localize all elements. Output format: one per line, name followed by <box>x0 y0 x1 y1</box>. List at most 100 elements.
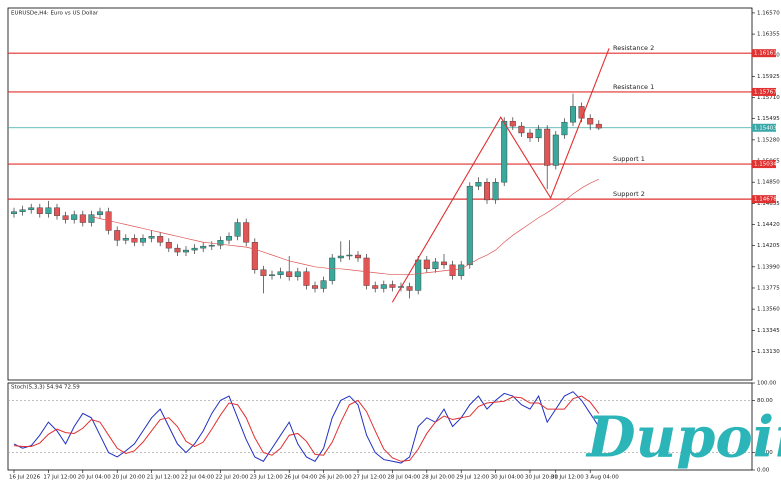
candle-body <box>269 274 276 276</box>
candle-body <box>380 284 387 289</box>
candle-body <box>157 236 164 243</box>
candle-body <box>122 238 129 241</box>
candle-body <box>466 185 473 266</box>
candle-body <box>182 249 189 253</box>
candle-body <box>165 242 172 249</box>
level-price-label: 1.15767 <box>754 89 777 95</box>
candle-body <box>406 286 413 291</box>
candle-body <box>389 284 396 288</box>
y-tick-label: 1.14205 <box>757 243 780 249</box>
x-tick-label: 28 Jul 04:00 <box>387 475 420 481</box>
candle-body <box>243 222 250 243</box>
level-price-label: 1.14678 <box>754 197 777 203</box>
y-tick-label: 20.00 <box>757 450 773 456</box>
x-tick-label: 21 Jul 12:00 <box>147 475 180 481</box>
candle-body <box>501 120 508 183</box>
y-tick-label: 1.15925 <box>757 74 780 80</box>
candle-body <box>337 255 344 259</box>
candle-body <box>303 271 310 286</box>
candle-body <box>458 264 465 276</box>
watermark: Dupoin <box>585 405 781 471</box>
x-tick-label: 31 Jul 12:00 <box>551 475 584 481</box>
x-tick-label: 28 Jul 20:00 <box>422 475 455 481</box>
y-tick-label: 100.00 <box>757 381 777 387</box>
x-tick-label: 22 Jul 04:00 <box>181 475 214 481</box>
stoch-title: Stoch(5,3,3) 54.94 72.59 <box>11 385 80 391</box>
candle-body <box>28 207 35 210</box>
candle-body <box>312 285 319 289</box>
candle-body <box>346 254 353 257</box>
candle-body <box>423 259 430 269</box>
x-tick-label: 3 Aug 04:00 <box>585 475 619 481</box>
candle-body <box>595 123 602 129</box>
level-price-label: 1.15034 <box>754 162 777 168</box>
candle-body <box>217 240 224 246</box>
y-tick-label: 1.13560 <box>757 307 780 313</box>
x-tick-label: 17 Jul 12:00 <box>43 475 76 481</box>
candle-body <box>570 106 577 123</box>
candle-body <box>114 230 121 241</box>
y-tick-label: 80.00 <box>757 398 773 404</box>
candle-body <box>527 132 534 139</box>
candle-body <box>79 214 86 223</box>
candle-body <box>355 254 362 259</box>
y-tick-label: 1.13990 <box>757 264 780 270</box>
y-tick-label: 1.13130 <box>757 349 780 355</box>
x-tick-label: 26 Jul 20:00 <box>319 475 352 481</box>
candle-body <box>251 242 258 270</box>
candle-body <box>45 207 52 214</box>
candle-body <box>208 244 215 247</box>
candle-body <box>131 238 138 243</box>
y-tick-label: 0.00 <box>757 468 770 474</box>
level-price-box <box>752 160 776 169</box>
level-name: Support 2 <box>613 190 645 198</box>
stoch-line <box>13 395 600 462</box>
candle-body <box>484 181 491 201</box>
chart-title: EURUSDe,H4: Euro vs US Dollar <box>11 11 99 17</box>
y-tick-label: 1.15710 <box>757 95 780 101</box>
candle-body <box>518 125 525 134</box>
stoch-line <box>13 391 600 464</box>
candle-body <box>492 181 499 201</box>
candle-body <box>277 271 284 275</box>
level-price-box <box>752 87 776 96</box>
candle-body <box>139 238 146 243</box>
candle-body <box>587 118 594 125</box>
candle-body <box>286 271 293 277</box>
main-plot-frame <box>7 7 753 381</box>
y-tick-label: 1.15495 <box>757 116 780 122</box>
candle-body <box>36 207 43 214</box>
candle-body <box>475 181 482 187</box>
y-tick-label: 1.16570 <box>757 10 780 16</box>
x-tick-label: 23 Jul 12:00 <box>250 475 283 481</box>
candle-body <box>148 236 155 239</box>
candle-body <box>62 215 69 220</box>
y-tick-label: 1.14420 <box>757 222 780 228</box>
level-price-label: 1.16161 <box>754 51 777 57</box>
candle-body <box>320 280 327 289</box>
y-tick-label: 1.15280 <box>757 137 780 143</box>
x-tick-label: 20 Jul 20:00 <box>112 475 145 481</box>
candle-body <box>200 245 207 249</box>
y-tick-label: 1.16355 <box>757 32 780 38</box>
y-tick-label: 1.14850 <box>757 180 780 186</box>
candle-body <box>535 128 542 139</box>
pattern-line <box>391 48 610 303</box>
candle-body <box>415 259 422 291</box>
level-price-box <box>752 49 776 58</box>
candle-body <box>329 257 336 281</box>
candle-body <box>544 128 551 166</box>
candle-body <box>71 214 78 220</box>
candle-body <box>88 214 95 223</box>
candle-body <box>294 271 301 277</box>
x-tick-label: 30 Jul 04:00 <box>491 475 524 481</box>
candle-body <box>509 120 516 127</box>
stoch-plot-frame <box>7 382 753 471</box>
level-price-box <box>752 195 776 204</box>
candle-body <box>174 247 181 253</box>
candle-body <box>432 261 439 269</box>
x-tick-label: 30 Jul 20:00 <box>525 475 558 481</box>
candle-body <box>234 222 241 237</box>
